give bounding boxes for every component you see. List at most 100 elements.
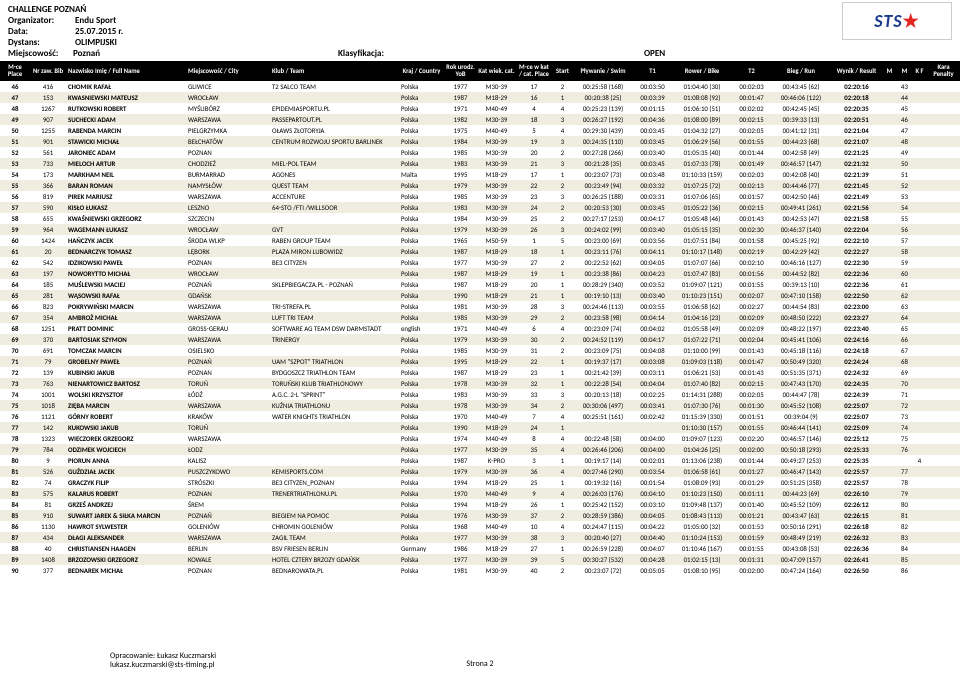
footer: Opracowanie: Łukasz Kuczmarski lukasz.ku… [0,652,960,671]
date-label: Data: [8,26,73,37]
table-cell: 54 [0,169,30,180]
table-cell: 1977 [444,257,477,268]
table-cell: 50 [897,158,912,169]
table-cell: 00:04:04 [633,378,672,389]
table-cell [912,158,927,169]
table-cell: 20 [30,246,66,257]
table-cell: 354 [30,312,66,323]
table-cell: 4 [516,103,552,114]
table-cell: GLIWICE [186,81,270,92]
table-cell: BEDNAROWATA.PL [270,565,399,576]
table-cell: 00:03:55 [633,301,672,312]
table-cell [927,532,960,543]
table-cell: M18-29 [477,290,516,301]
table-cell: ŁODZ [186,444,270,455]
table-cell [927,279,960,290]
table-row: 66823POKRYWIŃSKI MARCINWARSZAWATRI-STREF… [0,301,960,312]
col-penalty: Kara Penalty [927,61,960,81]
table-row: 56819PIREK MARIUSZWARSZAWAACCENTUREPolsk… [0,191,960,202]
table-cell: 63 [897,301,912,312]
table-cell: 4 [552,488,573,499]
table-cell: M18-29 [477,499,516,510]
table-cell: 4 [552,433,573,444]
table-cell [912,268,927,279]
table-cell: 01:10:23 (150) [672,488,732,499]
table-cell: 00:25:58 (168) [573,81,633,92]
table-cell: 61 [0,246,30,257]
table-cell [927,488,960,499]
table-cell: 00:23:11 (76) [573,246,633,257]
table-cell: 1971 [444,103,477,114]
table-cell: M30-39 [477,136,516,147]
col-m2: M [897,61,912,81]
table-cell [927,521,960,532]
table-cell: Polska [399,521,444,532]
table-cell: 00:30:27 (532) [573,554,633,565]
table-cell: LĘBORK [186,246,270,257]
table-cell: 01:05:48 (46) [672,213,732,224]
table-cell: 00:42:29 (42) [771,246,831,257]
table-cell: 1 [552,378,573,389]
table-cell: 1130 [30,521,66,532]
table-cell: GRZEŚ ANDRZEJ [66,499,186,510]
table-cell: 24 [516,422,552,433]
organizer-value: Endu Sport [75,15,116,26]
table-cell: 1979 [444,466,477,477]
table-cell: 964 [30,224,66,235]
table-cell: 910 [30,510,66,521]
table-cell: IDZIKOWSKI PAWEŁ [66,257,186,268]
table-cell [912,466,927,477]
table-cell: 01:05:58 (49) [672,323,732,334]
table-cell: 85 [0,510,30,521]
col-t2: T2 [732,61,771,81]
table-cell [882,455,897,466]
table-cell: 02:20:51 [831,114,882,125]
table-cell: 00:44:52 (82) [771,268,831,279]
table-cell: 01:05:22 (36) [672,202,732,213]
table-cell: 00:04:22 [633,521,672,532]
table-cell: 21 [516,158,552,169]
table-cell: 00:01:55 [732,543,771,554]
table-cell: 1982 [444,114,477,125]
table-cell: 00:03:11 [633,367,672,378]
table-cell: Polska [399,422,444,433]
table-cell: BERLIN [186,543,270,554]
table-cell: 00:01:56 [732,268,771,279]
table-cell [270,455,399,466]
table-cell: 655 [30,213,66,224]
table-cell: 1979 [444,224,477,235]
table-row: 65281WĄSOWSKI RAFAŁGDAŃSKPolska1990M18-2… [0,290,960,301]
table-cell: 1995 [444,169,477,180]
table-row: 681251PRATT DOMINICGROSS-GERAUSOFTWARE A… [0,323,960,334]
table-cell [927,422,960,433]
table-cell: 00:51:25 (358) [771,477,831,488]
table-row: 73763NIENARTOWICZ BARTOSZTORUŃTORUŃSKI K… [0,378,960,389]
table-cell: 00:42:58 (49) [771,147,831,158]
table-cell: M30-39 [477,213,516,224]
table-cell: 4 [552,444,573,455]
table-cell: 1424 [30,235,66,246]
table-cell [882,345,897,356]
distance-line: Dystans: OLIMPIJSKI [8,37,952,48]
table-cell: 1984 [444,136,477,147]
table-cell: UAM "SZPOT" TRIATHLON [270,356,399,367]
table-cell: 00:20:13 (18) [573,389,633,400]
location-label: Miejscowość: [8,48,73,59]
col-yob: Rok urodz. YoB [444,61,477,81]
table-cell: 3 [552,301,573,312]
table-cell [912,411,927,422]
table-cell: 3 [552,532,573,543]
table-cell: T2 SALCO TEAM [270,81,399,92]
table-cell: 197 [30,268,66,279]
table-cell: 1987 [444,455,477,466]
table-cell [882,466,897,477]
table-cell: POZNAN [186,488,270,499]
table-cell: 63 [0,268,30,279]
table-cell: AMBROŻ MICHAŁ [66,312,186,323]
table-cell: 00:02:09 [732,312,771,323]
table-cell: 1974 [444,433,477,444]
table-cell: M30-39 [477,378,516,389]
table-row: 761121GÓRNY ROBERTKRAKÓWWATER KNIGHTS TR… [0,411,960,422]
table-cell: 00:01:27 [732,466,771,477]
table-cell: 00:46:16 (127) [771,257,831,268]
